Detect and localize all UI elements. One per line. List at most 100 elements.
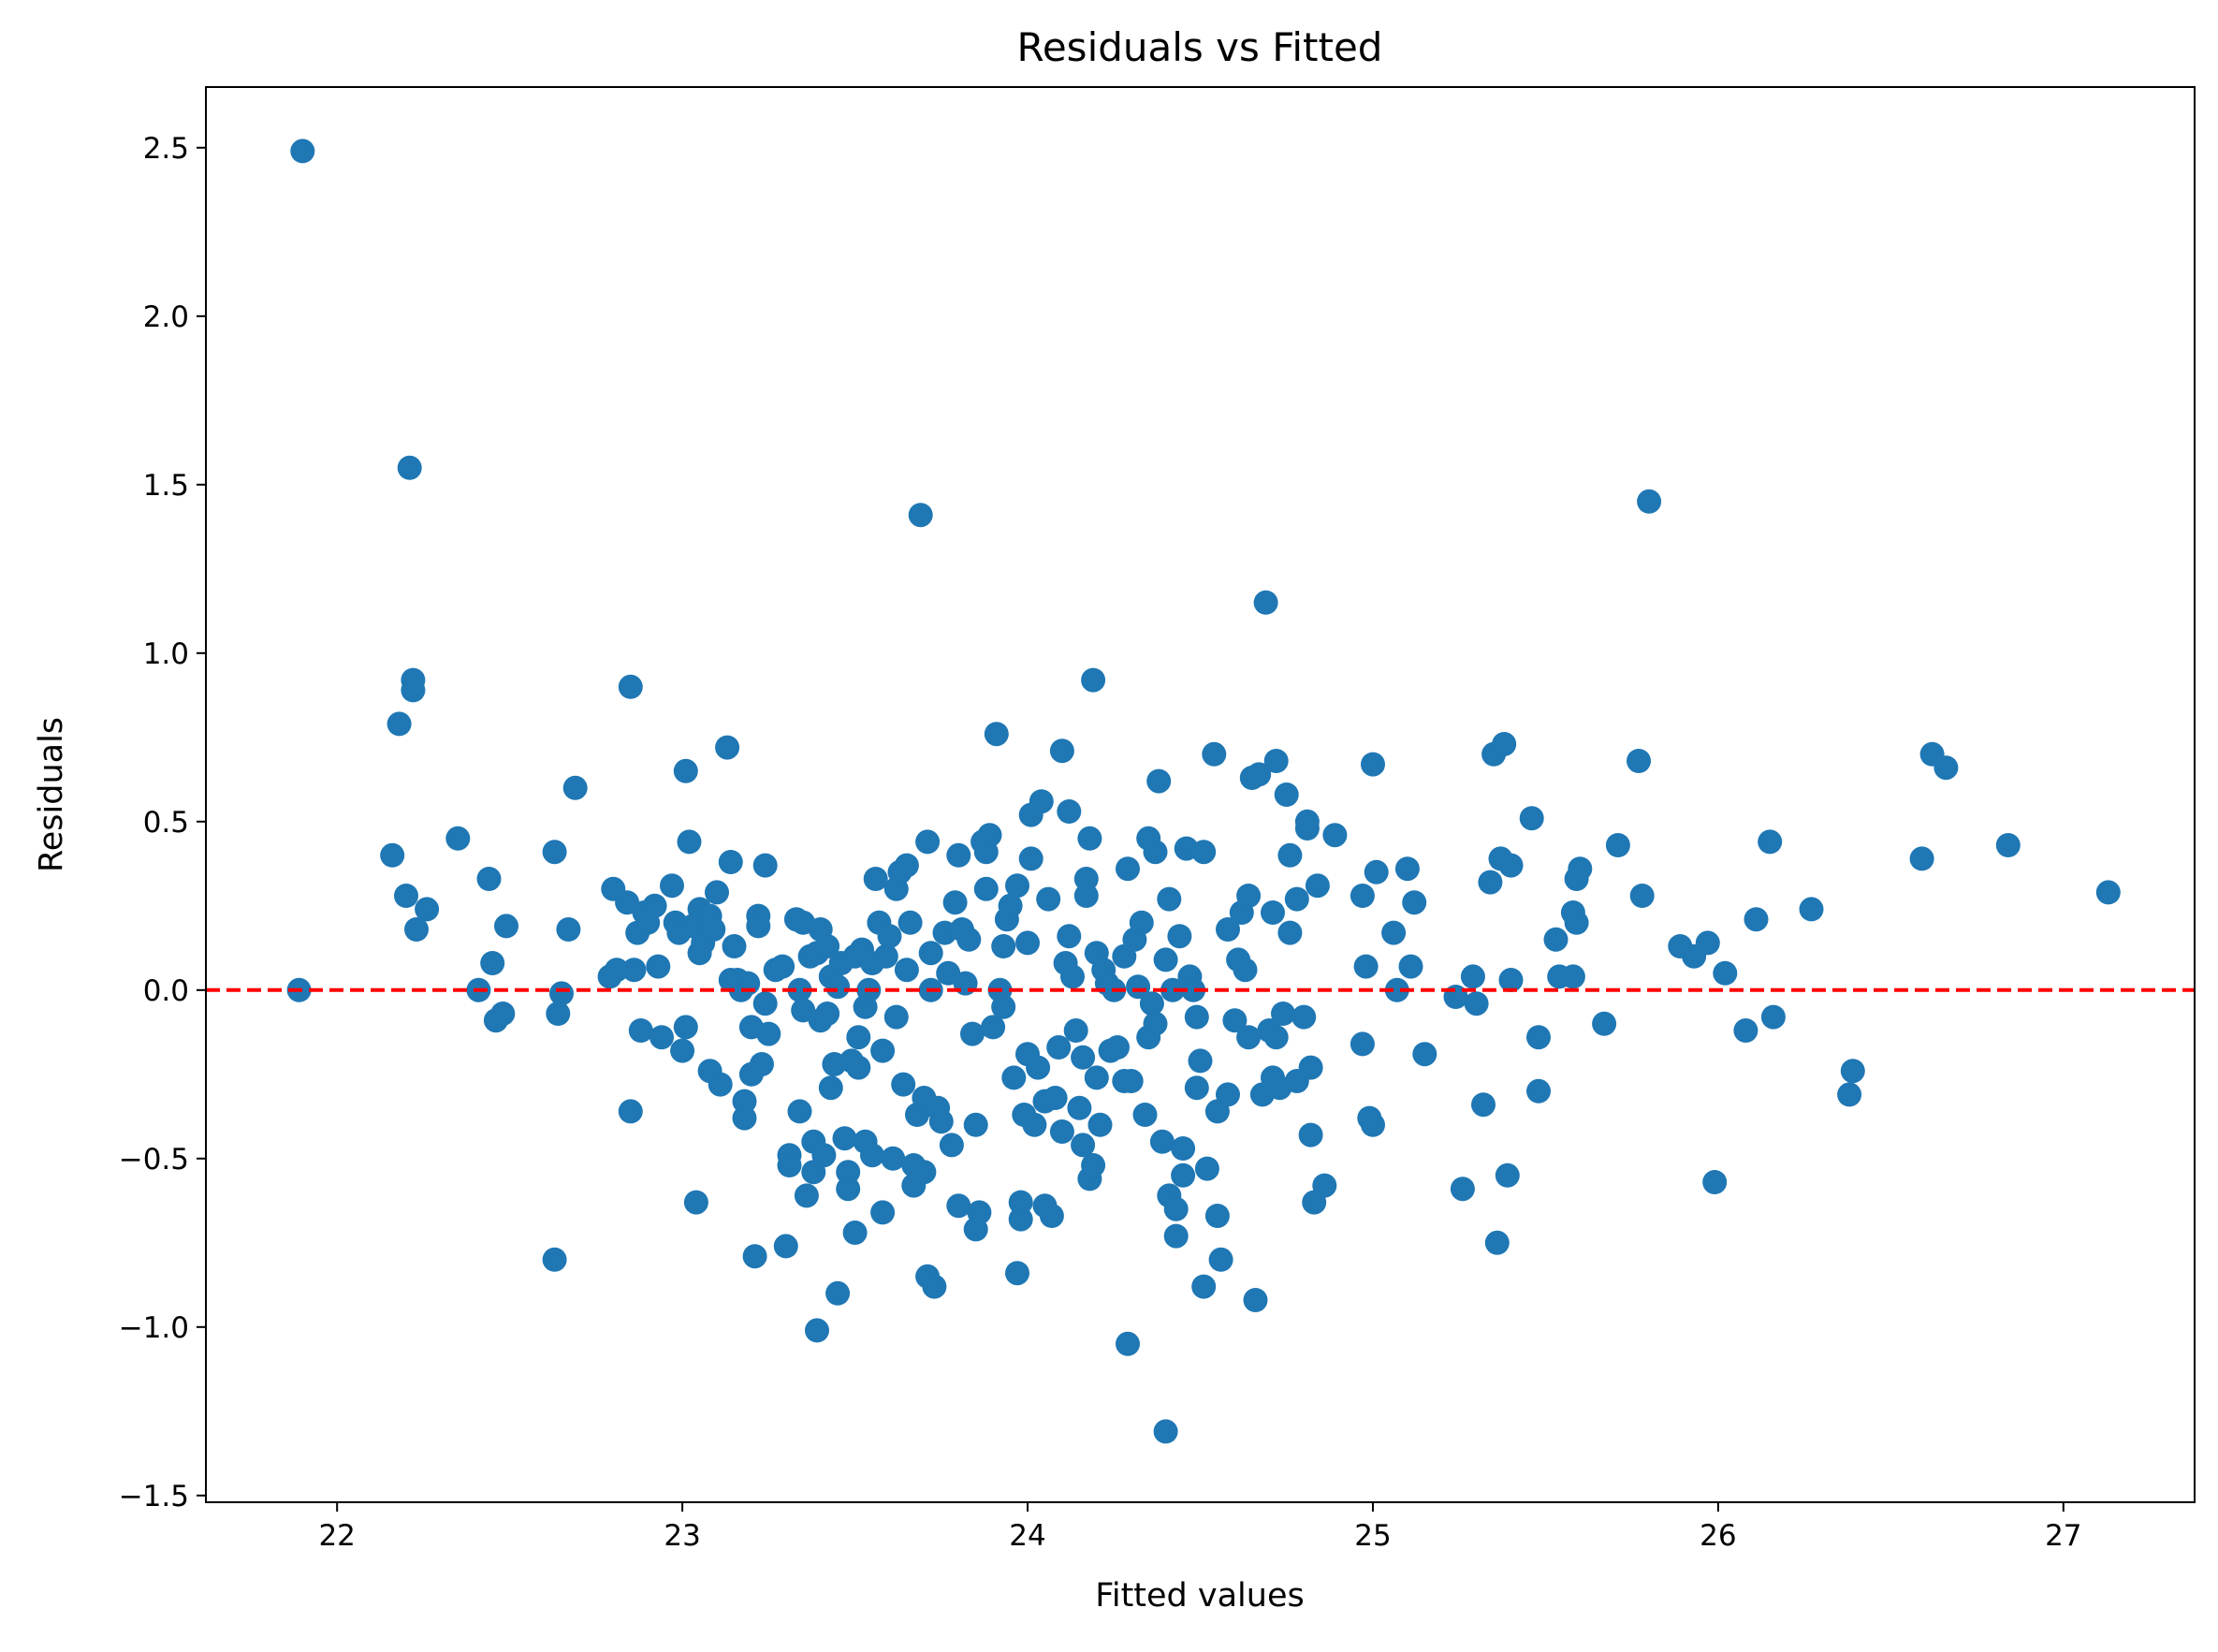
data-point-99 [832, 1126, 857, 1151]
data-point-240 [1191, 1274, 1217, 1299]
data-point-145 [946, 1193, 971, 1219]
data-point-25 [605, 958, 629, 983]
data-point-278 [1312, 1173, 1337, 1198]
data-point-101 [836, 1177, 861, 1202]
data-point-193 [1073, 867, 1099, 891]
data-point-158 [984, 722, 1009, 747]
data-point-255 [1243, 1288, 1268, 1312]
chart-title: Residuals vs Fitted [1017, 24, 1383, 70]
data-point-237 [1184, 1075, 1209, 1101]
data-point-54 [715, 735, 740, 760]
data-point-74 [773, 1234, 798, 1259]
data-point-86 [805, 1318, 829, 1343]
data-point-243 [1204, 1204, 1230, 1228]
data-point-275 [1298, 1122, 1323, 1148]
data-point-286 [1364, 859, 1389, 884]
data-point-201 [1087, 1112, 1113, 1137]
data-point-43 [677, 829, 702, 855]
data-point-260 [1261, 900, 1285, 925]
data-point-69 [752, 991, 778, 1016]
data-point-52 [705, 880, 729, 905]
data-point-332 [1840, 1059, 1865, 1084]
data-point-132 [912, 1160, 937, 1185]
data-point-329 [1760, 1004, 1786, 1030]
data-point-281 [1350, 1031, 1375, 1057]
y-tick-label: 2.5 [143, 132, 189, 166]
data-point-324 [1702, 1170, 1728, 1194]
data-point-118 [877, 924, 902, 949]
data-point-4 [394, 884, 418, 908]
data-point-27 [618, 674, 643, 699]
data-point-182 [1046, 1035, 1072, 1060]
data-point-194 [1073, 884, 1099, 908]
data-point-296 [1464, 991, 1489, 1016]
data-point-292 [1412, 1042, 1437, 1067]
data-point-166 [1005, 1261, 1029, 1286]
data-point-12 [476, 867, 502, 891]
data-point-333 [1909, 846, 1934, 871]
data-point-188 [1060, 964, 1085, 989]
data-point-100 [836, 1160, 861, 1185]
data-point-328 [1758, 829, 1783, 855]
data-point-319 [1629, 884, 1655, 908]
data-point-229 [1163, 1196, 1189, 1221]
x-tick-label: 25 [1354, 1519, 1391, 1553]
data-point-97 [825, 974, 851, 1000]
data-point-269 [1284, 886, 1309, 912]
data-point-266 [1274, 782, 1299, 807]
data-point-221 [1146, 768, 1172, 794]
x-axis: 22 23 24 25 26 27 [318, 1502, 2082, 1553]
data-point-28 [618, 1099, 643, 1124]
x-tick-label: 27 [2045, 1519, 2081, 1553]
data-point-41 [673, 758, 698, 783]
data-point-104 [842, 1221, 868, 1245]
data-point-187 [1057, 924, 1082, 949]
data-point-124 [894, 958, 919, 983]
data-point-37 [660, 873, 684, 899]
data-point-308 [1526, 1078, 1551, 1104]
data-point-236 [1184, 1004, 1209, 1030]
data-point-9 [415, 897, 440, 922]
y-tick-label: 0.5 [143, 806, 189, 840]
data-point-238 [1188, 1048, 1213, 1074]
data-point-19 [546, 1001, 571, 1026]
data-point-330 [1799, 897, 1824, 922]
data-point-10 [445, 826, 471, 851]
data-point-167 [1008, 1206, 1033, 1232]
data-point-123 [891, 1072, 916, 1097]
data-point-304 [1498, 853, 1524, 878]
data-point-105 [846, 1025, 871, 1050]
data-point-0 [290, 139, 315, 164]
data-point-130 [908, 503, 933, 528]
x-tick-label: 24 [1009, 1519, 1045, 1553]
data-point-8 [404, 917, 429, 942]
data-point-232 [1171, 1136, 1196, 1161]
data-point-172 [1018, 846, 1043, 871]
data-point-307 [1526, 1025, 1551, 1050]
data-point-267 [1277, 920, 1303, 945]
data-point-253 [1236, 1025, 1262, 1050]
data-point-144 [946, 842, 971, 868]
data-point-298 [1478, 870, 1503, 895]
data-point-68 [750, 1052, 774, 1076]
data-point-247 [1216, 1082, 1240, 1107]
data-point-94 [818, 1075, 843, 1101]
data-point-331 [1837, 1082, 1862, 1107]
data-point-248 [1222, 1008, 1248, 1033]
data-point-306 [1519, 806, 1544, 831]
data-point-160 [991, 994, 1016, 1019]
data-point-228 [1163, 1223, 1189, 1249]
data-point-154 [973, 876, 999, 901]
data-point-274 [1298, 1055, 1323, 1080]
data-point-165 [1005, 873, 1029, 899]
data-point-125 [894, 853, 919, 878]
data-point-90 [811, 1143, 837, 1168]
data-point-213 [1126, 974, 1151, 1000]
data-point-61 [732, 1089, 757, 1114]
data-point-256 [1247, 762, 1272, 787]
data-point-302 [1492, 732, 1517, 756]
data-point-262 [1263, 1025, 1289, 1050]
data-point-227 [1160, 977, 1185, 1002]
data-point-199 [1084, 1065, 1109, 1090]
data-point-337 [2095, 880, 2121, 905]
